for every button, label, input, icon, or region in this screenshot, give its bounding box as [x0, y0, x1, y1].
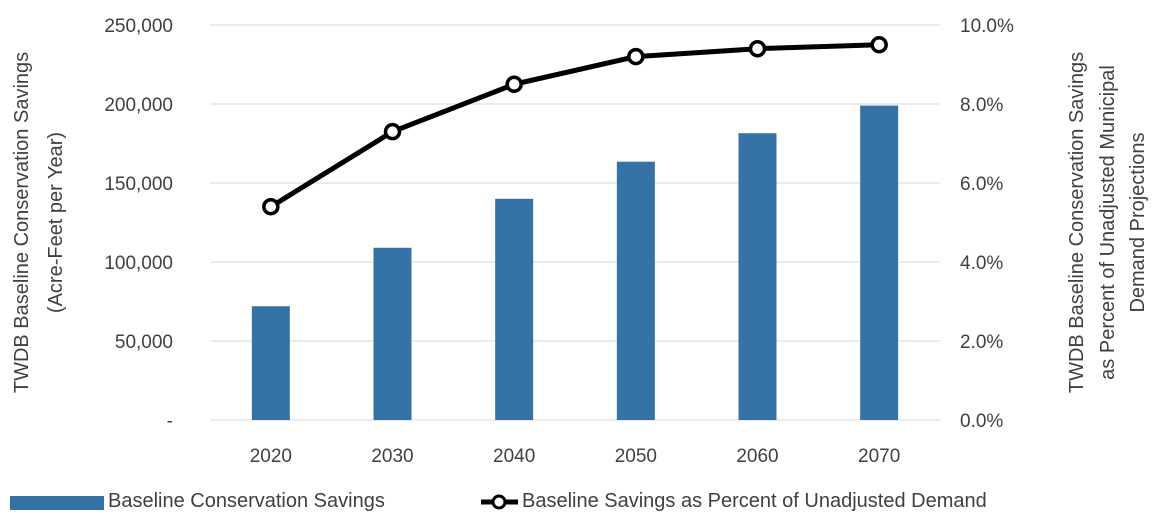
x-tick-label: 2070 [858, 446, 900, 467]
left-tick-label: - [167, 411, 173, 432]
left-tick-label: 100,000 [104, 253, 173, 274]
right-axis-ticks: 0.0% 2.0% 4.0% 6.0% 8.0% 10.0% [960, 16, 1014, 432]
line-point [383, 122, 402, 141]
line-series [262, 36, 888, 216]
legend-label: Baseline Conservation Savings [108, 490, 385, 512]
x-tick-label: 2030 [371, 446, 413, 467]
series-line [269, 42, 880, 209]
bar [373, 247, 412, 420]
right-tick-label: 4.0% [960, 253, 1003, 274]
line-point [505, 75, 523, 93]
gridlines [210, 24, 940, 421]
left-axis-title: TWDB Baseline Conservation Savings [11, 52, 33, 393]
bar [616, 161, 655, 421]
bar [738, 133, 777, 421]
left-tick-label: 250,000 [104, 16, 173, 37]
left-axis-title: (Acre-Feet per Year) [45, 132, 67, 313]
left-tick-label: 200,000 [104, 95, 173, 116]
x-axis-ticks: 2020 2030 2040 2050 2060 2070 [250, 446, 901, 467]
right-axis-title: as Percent of Unadjusted Municipal [1097, 65, 1119, 380]
right-axis-title: TWDB Baseline Conservation Savings [1066, 52, 1088, 393]
x-tick-label: 2050 [615, 446, 657, 467]
right-tick-label: 2.0% [960, 332, 1003, 353]
right-tick-label: 10.0% [960, 16, 1014, 37]
bar-series [251, 105, 899, 421]
left-tick-label: 150,000 [104, 174, 173, 195]
x-tick-label: 2060 [736, 446, 778, 467]
legend-bar-swatch [10, 496, 104, 510]
legend-label: Baseline Savings as Percent of Unadjuste… [522, 490, 987, 512]
x-tick-label: 2040 [493, 446, 535, 467]
line-point [262, 197, 280, 216]
left-axis-ticks: - 50,000 100,000 150,000 200,000 250,000 [104, 16, 173, 432]
x-tick-label: 2020 [250, 446, 292, 467]
bar [251, 306, 290, 420]
legend: Baseline Conservation Savings Baseline Sa… [10, 490, 987, 512]
line-point [627, 47, 645, 66]
right-tick-label: 6.0% [960, 174, 1003, 195]
line-point [748, 39, 767, 58]
bar [495, 198, 534, 420]
left-tick-label: 50,000 [115, 332, 173, 353]
line-point [870, 36, 888, 54]
right-tick-label: 0.0% [960, 411, 1003, 432]
bar [860, 105, 899, 420]
legend-line-marker [491, 494, 507, 510]
axis-titles: TWDB Baseline Conservation Savings (Acre-… [11, 52, 1149, 393]
right-axis-title: Demand Projections [1127, 132, 1149, 312]
right-tick-label: 8.0% [960, 95, 1003, 116]
